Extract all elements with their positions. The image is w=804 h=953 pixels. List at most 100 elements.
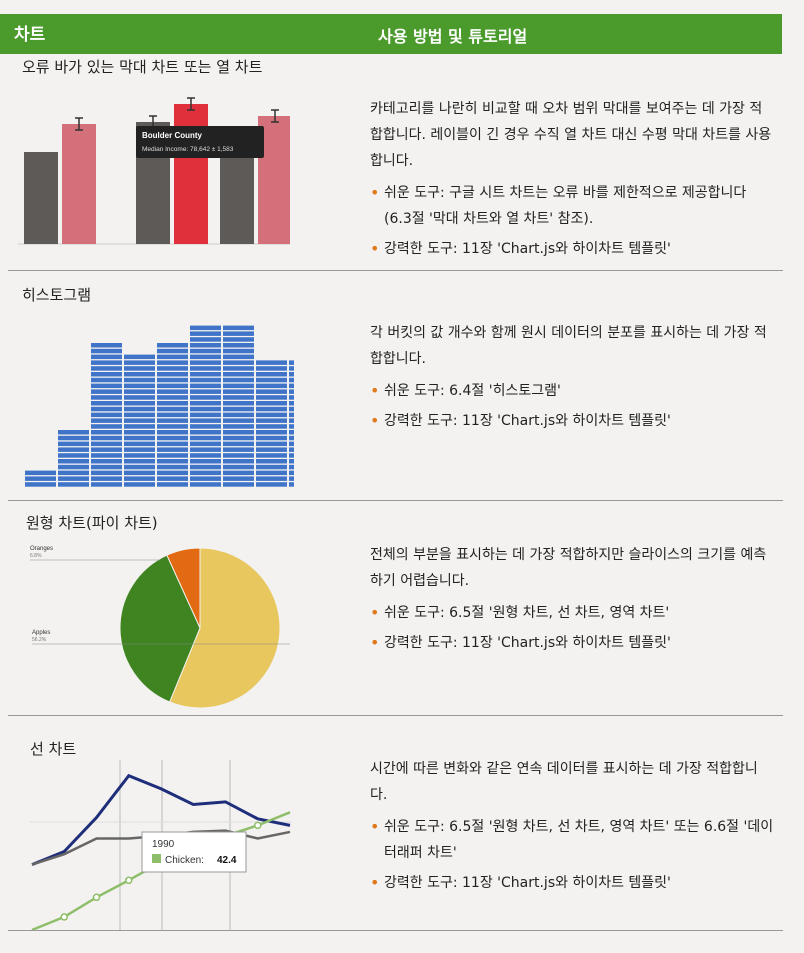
histogram-stripe <box>157 348 188 354</box>
histogram-stripe <box>190 441 221 447</box>
histogram-stripe <box>223 476 254 481</box>
divider <box>8 270 783 271</box>
histogram-stripe <box>58 453 89 458</box>
histogram-stripe <box>190 366 221 371</box>
histogram-stripe <box>256 395 287 400</box>
histogram-stripe <box>223 470 254 476</box>
histogram-stripe <box>124 470 155 476</box>
histogram-stripe <box>223 447 254 452</box>
histogram-stripe <box>124 476 155 481</box>
tooltip-x: 1990 <box>152 839 175 850</box>
histogram-stripe <box>124 459 155 464</box>
histogram-stripe <box>91 453 122 458</box>
histogram-stripe <box>256 470 287 476</box>
section-title-pie: 원형 차트(파이 차트) <box>26 514 158 532</box>
histogram-stripe <box>190 470 221 476</box>
histogram-stripe <box>157 354 188 360</box>
histogram-stripe <box>289 459 294 464</box>
histogram-stripe <box>157 430 188 435</box>
histogram-stripe <box>58 470 89 476</box>
histogram-stripe <box>289 366 294 371</box>
tooltip-text: Median Income: 78,642 ± 1,583 <box>142 146 234 153</box>
histogram-stripe <box>124 424 155 429</box>
histogram-stripe <box>190 406 221 412</box>
tooltip-series: Chicken: <box>165 855 204 866</box>
tooltip-swatch <box>152 854 161 863</box>
histogram-stripe <box>91 354 122 360</box>
histogram-stripe <box>124 406 155 412</box>
histogram-bar <box>190 325 221 487</box>
histogram-stripe <box>256 453 287 458</box>
histogram-bar <box>124 354 155 487</box>
histogram-stripe <box>190 343 221 348</box>
histogram-stripe <box>289 482 294 487</box>
histogram-stripe <box>91 418 122 423</box>
histogram-stripe <box>223 325 254 331</box>
histogram-stripe <box>289 395 294 400</box>
bullet-power-tool: 강력한 도구: 11장 'Chart.js와 하이차트 템플릿' <box>370 870 775 896</box>
histogram-stripe <box>256 377 287 383</box>
histogram-stripe <box>124 482 155 487</box>
histogram-stripe <box>289 401 294 406</box>
histogram-stripe <box>58 476 89 481</box>
histogram-bar <box>58 430 89 487</box>
header-subtitle: 사용 방법 및 튜토리얼 <box>378 27 528 46</box>
histogram-stripe <box>91 343 122 348</box>
histogram-stripe <box>223 366 254 371</box>
histogram-stripe <box>91 366 122 371</box>
histogram-stripe <box>190 401 221 406</box>
histogram-stripe <box>124 377 155 383</box>
histogram-stripe <box>289 464 294 470</box>
histogram-stripe <box>157 424 188 429</box>
description: 카테고리를 나란히 비교할 때 오차 범위 막대를 보여주는 데 가장 적합합니… <box>370 101 772 169</box>
bullet-easy-tool: 쉬운 도구: 6.5절 '원형 차트, 선 차트, 영역 차트' <box>370 600 775 626</box>
description: 전체의 부분을 표시하는 데 가장 적합하지만 슬라이스의 크기를 예측하기 어… <box>370 547 767 589</box>
histogram-stripe <box>289 412 294 418</box>
histogram-bar <box>91 343 122 487</box>
section-desc-line: 시간에 따른 변화와 같은 연속 데이터를 표시하는 데 가장 적합합니다. 쉬… <box>370 756 775 900</box>
histogram-stripe <box>25 482 56 487</box>
histogram-stripe <box>157 406 188 412</box>
histogram-stripe <box>190 435 221 441</box>
histogram-stripe <box>124 395 155 400</box>
bullet-easy-tool: 쉬운 도구: 구글 시트 차트는 오류 바를 제한적으로 제공합니다 (6.3절… <box>370 180 775 232</box>
histogram-stripe <box>223 343 254 348</box>
histogram-stripe <box>190 348 221 354</box>
histogram-stripe <box>91 430 122 435</box>
histogram-stripe <box>157 441 188 447</box>
histogram-stripe <box>289 383 294 389</box>
pie-label: Apples <box>32 630 50 636</box>
pie-percent-label: 6.8% <box>30 553 42 559</box>
histogram-stripe <box>289 430 294 435</box>
histogram-stripe <box>190 453 221 458</box>
histogram-stripe <box>190 389 221 394</box>
histogram-bar <box>289 360 294 487</box>
section-desc-pie: 전체의 부분을 표시하는 데 가장 적합하지만 슬라이스의 크기를 예측하기 어… <box>370 542 775 660</box>
histogram-stripe <box>124 464 155 470</box>
histogram-stripe <box>223 348 254 354</box>
histogram-stripe <box>256 464 287 470</box>
histogram-bar <box>256 360 287 487</box>
bar <box>62 124 96 244</box>
histogram-stripe <box>256 482 287 487</box>
histogram-stripe <box>256 366 287 371</box>
histogram-stripe <box>91 406 122 412</box>
histogram-stripe <box>91 459 122 464</box>
section-desc-error-bar: 카테고리를 나란히 비교할 때 오차 범위 막대를 보여주는 데 가장 적합합니… <box>370 96 775 266</box>
histogram-stripe <box>25 476 56 481</box>
histogram-stripe <box>223 372 254 377</box>
histogram-stripe <box>256 360 287 365</box>
histogram-stripe <box>157 412 188 418</box>
histogram-stripe <box>190 459 221 464</box>
histogram-stripe <box>289 377 294 383</box>
histogram-stripe <box>58 430 89 435</box>
header-title: 차트 <box>14 25 46 45</box>
section-title-error-bar: 오류 바가 있는 막대 차트 또는 열 차트 <box>22 58 263 76</box>
histogram-stripe <box>157 372 188 377</box>
series-point <box>60 913 68 921</box>
histogram-stripe <box>289 470 294 476</box>
histogram-bar <box>157 343 188 487</box>
histogram-stripe <box>223 412 254 418</box>
histogram-stripe <box>157 360 188 365</box>
histogram-stripe <box>256 459 287 464</box>
